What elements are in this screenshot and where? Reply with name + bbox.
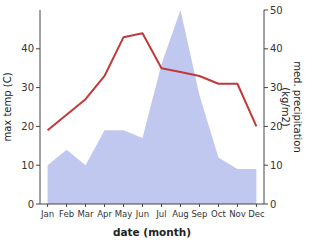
y-tick [36, 165, 40, 166]
x-tick-label: Oct [211, 209, 226, 219]
plot-area [48, 10, 257, 204]
line [48, 33, 257, 130]
y2-axis-label-line: (kg/m2) [280, 87, 291, 127]
x-tick-label: Feb [59, 209, 74, 219]
x-axis-line [40, 204, 264, 205]
x-tick-label: Sep [191, 209, 207, 219]
x-tick [66, 204, 67, 207]
y-tick-label: 10 [21, 160, 34, 171]
x-tick-label: Jun [135, 209, 149, 219]
x-tick-label: Dec [248, 209, 265, 219]
y2-axis-label-line: med. precipitation [292, 61, 303, 153]
y2-axis-line [264, 10, 265, 204]
y2-tick [264, 10, 268, 11]
y-tick-label: 40 [21, 43, 34, 54]
y2-tick-label: 0 [270, 199, 276, 210]
y2-tick [264, 126, 268, 127]
x-tick [161, 204, 162, 207]
x-tick [199, 204, 200, 207]
x-tick-label: Jul [155, 209, 166, 219]
x-axis-label: date (month) [113, 226, 191, 238]
x-tick-label: Aug [172, 209, 189, 219]
y-tick-label: 0 [28, 199, 34, 210]
y-tick [36, 204, 40, 205]
y2-tick-label: 50 [270, 5, 283, 16]
area [48, 10, 257, 204]
x-tick [142, 204, 143, 207]
x-tick-label: Apr [97, 209, 112, 219]
y2-tick-label: 40 [270, 43, 283, 54]
x-tick [218, 204, 219, 207]
x-tick [47, 204, 48, 207]
y-axis-line [40, 10, 41, 204]
y2-tick [264, 87, 268, 88]
x-tick [104, 204, 105, 207]
y-tick [36, 87, 40, 88]
x-tick-label: Nov [229, 209, 246, 219]
chart: 01020304001020304050JanFebMarAprMayJunJu… [0, 0, 318, 242]
y-tick-label: 20 [21, 121, 34, 132]
y2-tick [264, 48, 268, 49]
x-tick-label: May [115, 209, 133, 219]
y2-axis-label: med. precipitation(kg/m2) [280, 61, 303, 153]
x-tick [85, 204, 86, 207]
x-tick [256, 204, 257, 207]
y2-tick-label: 10 [270, 160, 283, 171]
y-tick [36, 126, 40, 127]
y2-tick [264, 204, 268, 205]
x-tick [237, 204, 238, 207]
x-tick-label: Mar [78, 209, 95, 219]
y-tick [36, 48, 40, 49]
x-tick-label: Jan [40, 209, 54, 219]
y2-tick [264, 165, 268, 166]
y-axis-label: max temp (C) [2, 72, 13, 141]
x-tick [180, 204, 181, 207]
y-tick-label: 30 [21, 82, 34, 93]
x-tick [123, 204, 124, 207]
